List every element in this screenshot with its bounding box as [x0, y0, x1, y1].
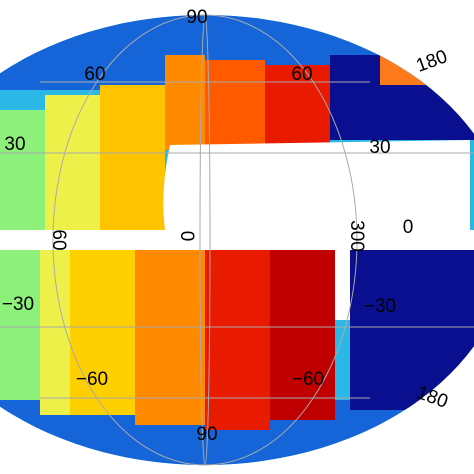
- lat-label: −30: [2, 294, 34, 315]
- lon-label: 180: [414, 382, 451, 413]
- graticule: [0, 14, 474, 466]
- lat-label: 60: [84, 64, 105, 85]
- lat-label: −30: [364, 296, 396, 317]
- lon-label: 0: [176, 231, 197, 242]
- lat-label: 30: [369, 137, 390, 158]
- lon-label: 60: [48, 229, 69, 250]
- lat-label: −60: [76, 369, 108, 390]
- labels: 90 60 60 30 30 0 −30 −30 −60 −60 90 180 …: [2, 7, 451, 445]
- lat-label: 60: [291, 64, 312, 85]
- lat-label: 90: [186, 7, 207, 28]
- lat-label: −60: [292, 369, 324, 390]
- lat-label: 30: [4, 134, 25, 155]
- lat-label: 90: [196, 424, 217, 445]
- meridian: [199, 14, 211, 466]
- lat-label: 0: [403, 217, 414, 238]
- lon-label: 300: [346, 220, 367, 252]
- lon-label: 180: [413, 46, 450, 77]
